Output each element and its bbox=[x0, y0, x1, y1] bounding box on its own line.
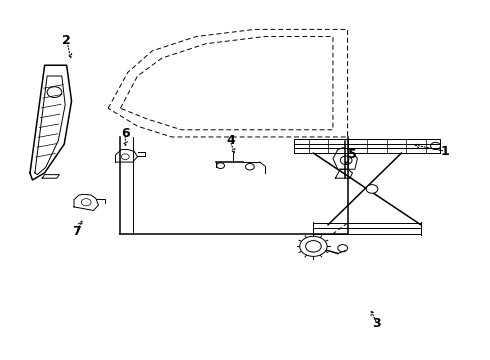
Circle shape bbox=[431, 142, 441, 149]
Text: 2: 2 bbox=[62, 33, 71, 47]
Text: 5: 5 bbox=[348, 148, 357, 161]
Circle shape bbox=[245, 163, 254, 170]
Circle shape bbox=[306, 240, 321, 252]
Text: 1: 1 bbox=[441, 145, 450, 158]
Circle shape bbox=[300, 236, 327, 256]
Text: 7: 7 bbox=[72, 225, 81, 238]
Circle shape bbox=[122, 154, 129, 159]
Circle shape bbox=[338, 244, 347, 252]
Circle shape bbox=[340, 156, 352, 165]
Text: 4: 4 bbox=[226, 134, 235, 147]
Circle shape bbox=[366, 185, 378, 193]
Text: 6: 6 bbox=[121, 127, 129, 140]
Circle shape bbox=[217, 163, 224, 168]
Circle shape bbox=[81, 199, 91, 206]
Circle shape bbox=[47, 87, 62, 98]
Text: 3: 3 bbox=[372, 317, 381, 330]
